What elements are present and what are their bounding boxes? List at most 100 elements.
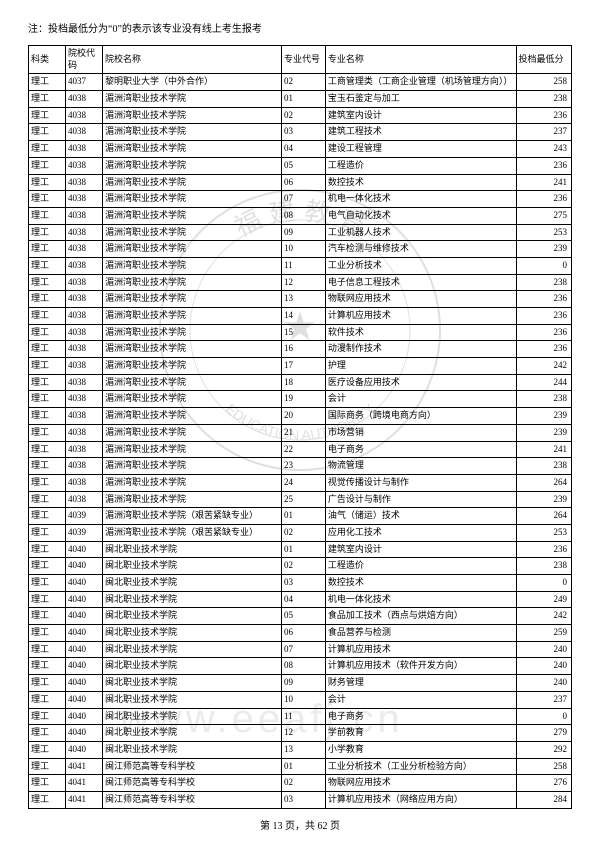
table-cell: 工业分析技术（工业分析检验方向）: [325, 758, 516, 775]
table-cell: 闽江师范高等专科学校: [102, 791, 281, 808]
table-cell: 4038: [65, 358, 102, 375]
table-cell: 4040: [65, 575, 102, 592]
table-cell: 闽北职业技术学院: [102, 558, 281, 575]
table-cell: 275: [516, 207, 571, 224]
table-cell: 汽车检测与维修技术: [325, 241, 516, 258]
table-cell: 4038: [65, 257, 102, 274]
table-row: 理工4040闽北职业技术学院12学前教育279: [29, 725, 572, 742]
table-cell: 4038: [65, 107, 102, 124]
table-cell: 湄洲湾职业技术学院: [102, 157, 281, 174]
table-cell: 4038: [65, 207, 102, 224]
table-cell: 4040: [65, 691, 102, 708]
table-cell: 264: [516, 508, 571, 525]
table-cell: 4041: [65, 758, 102, 775]
table-cell: 理工: [29, 324, 66, 341]
table-cell: 08: [282, 658, 326, 675]
table-cell: 工业机器人技术: [325, 224, 516, 241]
table-cell: 理工: [29, 207, 66, 224]
table-cell: 湄洲湾职业技术学院: [102, 441, 281, 458]
table-cell: 湄洲湾职业技术学院: [102, 224, 281, 241]
table-cell: 理工: [29, 775, 66, 792]
table-row: 理工4040闽北职业技术学院08计算机应用技术（软件开发方向）240: [29, 658, 572, 675]
table-cell: 03: [282, 791, 326, 808]
table-cell: 01: [282, 508, 326, 525]
table-cell: 02: [282, 524, 326, 541]
table-cell: 264: [516, 474, 571, 491]
table-cell: 学前教育: [325, 725, 516, 742]
table-cell: 电子商务: [325, 441, 516, 458]
table-cell: 湄洲湾职业技术学院（艰苦紧缺专业）: [102, 508, 281, 525]
table-cell: 理工: [29, 274, 66, 291]
table-cell: 10: [282, 241, 326, 258]
table-cell: 09: [282, 224, 326, 241]
table-cell: 电气自动化技术: [325, 207, 516, 224]
table-cell: 湄洲湾职业技术学院: [102, 141, 281, 158]
table-cell: 02: [282, 775, 326, 792]
table-cell: 闽北职业技术学院: [102, 708, 281, 725]
table-cell: 01: [282, 758, 326, 775]
table-cell: 机电一体化技术: [325, 191, 516, 208]
table-cell: 4038: [65, 141, 102, 158]
page-footer: 第 13 页，共 62 页: [28, 817, 572, 832]
table-cell: 物联网应用技术: [325, 291, 516, 308]
table-cell: 4037: [65, 74, 102, 91]
table-cell: 理工: [29, 524, 66, 541]
table-cell: 湄洲湾职业技术学院: [102, 207, 281, 224]
table-cell: 4038: [65, 324, 102, 341]
table-row: 理工4040闽北职业技术学院07计算机应用技术240: [29, 641, 572, 658]
table-cell: 0: [516, 575, 571, 592]
table-cell: 湄洲湾职业技术学院: [102, 424, 281, 441]
table-cell: 4039: [65, 508, 102, 525]
table-cell: 理工: [29, 241, 66, 258]
table-cell: 理工: [29, 725, 66, 742]
table-cell: 宝玉石鉴定与加工: [325, 91, 516, 108]
table-cell: 02: [282, 107, 326, 124]
score-table: 科类 院校代码 院校名称 专业代号 专业名称 投档最低分 理工4037黎明职业大…: [28, 45, 572, 809]
table-cell: 4038: [65, 241, 102, 258]
table-row: 理工4038湄洲湾职业技术学院07机电一体化技术236: [29, 191, 572, 208]
table-cell: 4040: [65, 541, 102, 558]
table-cell: 292: [516, 741, 571, 758]
table-cell: 4038: [65, 458, 102, 475]
table-cell: 理工: [29, 608, 66, 625]
table-row: 理工4040闽北职业技术学院11电子商务0: [29, 708, 572, 725]
table-cell: 4040: [65, 608, 102, 625]
table-cell: 理工: [29, 541, 66, 558]
table-cell: 05: [282, 157, 326, 174]
table-cell: 4038: [65, 408, 102, 425]
table-cell: 4040: [65, 708, 102, 725]
table-cell: 理工: [29, 358, 66, 375]
table-cell: 02: [282, 74, 326, 91]
table-row: 理工4040闽北职业技术学院13小学教育292: [29, 741, 572, 758]
table-cell: 电子信息工程技术: [325, 274, 516, 291]
table-row: 理工4038湄洲湾职业技术学院25广告设计与制作239: [29, 491, 572, 508]
document-page: 福 建 教 育 EDUCATION AUTHORITY ★ www.eeafj.…: [0, 0, 600, 842]
table-cell: 理工: [29, 458, 66, 475]
table-cell: 4038: [65, 341, 102, 358]
table-cell: 239: [516, 241, 571, 258]
table-row: 理工4039湄洲湾职业技术学院（艰苦紧缺专业）01油气（储运）技术264: [29, 508, 572, 525]
table-row: 理工4038湄洲湾职业技术学院09工业机器人技术253: [29, 224, 572, 241]
table-cell: 236: [516, 107, 571, 124]
table-cell: 03: [282, 124, 326, 141]
table-cell: 4038: [65, 391, 102, 408]
table-cell: 4040: [65, 625, 102, 642]
table-cell: 07: [282, 191, 326, 208]
table-row: 理工4038湄洲湾职业技术学院11工业分析技术0: [29, 257, 572, 274]
table-row: 理工4040闽北职业技术学院04机电一体化技术249: [29, 591, 572, 608]
table-cell: 4041: [65, 775, 102, 792]
table-cell: 240: [516, 675, 571, 692]
table-row: 理工4038湄洲湾职业技术学院21市场营销239: [29, 424, 572, 441]
table-cell: 护理: [325, 358, 516, 375]
table-cell: 数控技术: [325, 575, 516, 592]
table-cell: 湄洲湾职业技术学院: [102, 308, 281, 325]
table-cell: 闽北职业技术学院: [102, 608, 281, 625]
table-cell: 238: [516, 391, 571, 408]
table-cell: 20: [282, 408, 326, 425]
table-cell: 湄洲湾职业技术学院: [102, 358, 281, 375]
table-cell: 4038: [65, 91, 102, 108]
table-cell: 4038: [65, 424, 102, 441]
table-cell: 11: [282, 257, 326, 274]
table-row: 理工4038湄洲湾职业技术学院13物联网应用技术236: [29, 291, 572, 308]
table-row: 理工4040闽北职业技术学院01建筑室内设计236: [29, 541, 572, 558]
